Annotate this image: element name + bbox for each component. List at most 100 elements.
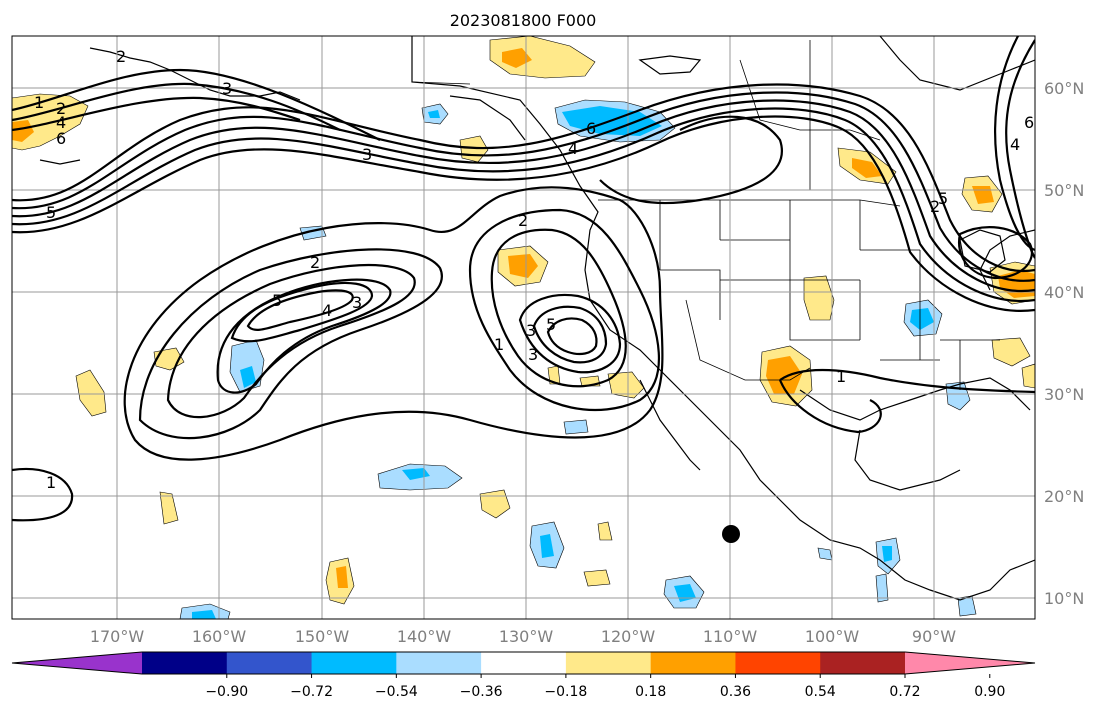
contour-label: 3: [222, 79, 232, 98]
contour-label: 4: [568, 139, 578, 158]
lon-label-160w: 160°W: [192, 627, 247, 646]
shade-region: [583, 569, 611, 587]
colorbar-tick-label: −0.18: [544, 684, 587, 700]
contour-label: 5: [272, 291, 282, 310]
shade-region: [192, 610, 216, 619]
shade-region: [817, 547, 833, 561]
shade-region: [508, 254, 538, 278]
contour-line: [12, 99, 1035, 293]
contour-label: 4: [322, 301, 332, 320]
colorbar-tick-label: 0.54: [805, 684, 836, 700]
contour-line: [12, 468, 74, 522]
contour-label: 1: [836, 367, 846, 386]
lon-label-170w: 170°W: [90, 627, 145, 646]
colorbar-tick-label: 0.18: [635, 684, 666, 700]
lat-label-60n: 60°N: [1044, 79, 1084, 98]
location-marker: [722, 525, 740, 543]
contour-line: [546, 317, 598, 356]
map-panel: 1 2 3 4 5 6 2 3 4 5 2 3 5 1 2 3 6 4 1 5: [11, 35, 1036, 620]
contour-lines: [12, 36, 1035, 522]
colorbar-tick-label: 0.36: [720, 684, 751, 700]
contour-labels: 1 2 3 4 5 6 2 3 4 5 2 3 5 1 2 3 6 4 1 5: [34, 47, 1034, 492]
lon-label-130w: 130°W: [499, 627, 554, 646]
colorbar-tick-label: 0.72: [889, 684, 920, 700]
shade-region: [75, 369, 107, 417]
shade-region: [336, 566, 348, 588]
contour-label: 3: [528, 345, 538, 364]
contour-line: [123, 186, 664, 461]
contour-label: 6: [1024, 113, 1034, 132]
contour-line: [957, 226, 1033, 280]
lon-label-110w: 110°W: [703, 627, 758, 646]
lon-label-120w: 120°W: [601, 627, 656, 646]
contour-line: [994, 36, 1035, 252]
colorbar-tick-label: −0.90: [205, 684, 248, 700]
contour-label: 2: [930, 197, 940, 216]
lon-label-90w: 90°W: [912, 627, 956, 646]
contour-label: 3: [362, 145, 372, 164]
contour-line: [12, 96, 301, 132]
colorbar-extend-min: [12, 652, 142, 674]
contour-line: [779, 368, 1035, 394]
contour-label: 5: [546, 315, 556, 334]
colorbar-swatch: [142, 652, 228, 674]
lat-label-10n: 10°N: [1044, 589, 1084, 608]
colorbar-tick-label: 0.90: [974, 684, 1005, 700]
contour-label: 3: [352, 293, 362, 312]
shaded-anomalies: [12, 36, 1035, 619]
colorbar-swatch: [481, 652, 567, 674]
shade-region: [803, 275, 835, 321]
longitude-labels: 170°W 160°W 150°W 140°W 130°W 120°W 110°…: [90, 627, 956, 646]
contour-line: [778, 379, 882, 434]
contour-line: [12, 82, 341, 131]
contour-label: 3: [526, 321, 536, 340]
contour-line: [532, 305, 608, 364]
colorbar-tick-label: −0.72: [290, 684, 333, 700]
contour-label: 2: [310, 253, 320, 272]
contour-line: [518, 294, 622, 374]
contour-line: [12, 115, 1035, 312]
coastlines: [39, 36, 1035, 601]
colorbar-tick-label: −0.54: [375, 684, 418, 700]
contour-line: [490, 228, 627, 388]
contour-label: 2: [56, 99, 66, 118]
shade-region: [991, 337, 1031, 367]
lat-label-40n: 40°N: [1044, 283, 1084, 302]
shade-region: [240, 366, 256, 388]
political-borders: [411, 40, 1000, 390]
map-title: 2023081800 F000: [450, 11, 597, 30]
colorbar-swatch: [311, 652, 397, 674]
contour-line: [166, 263, 416, 419]
colorbar-swatch: [820, 652, 906, 674]
colorbar-extend-max: [905, 652, 1035, 674]
contour-label: 4: [1010, 135, 1020, 154]
colorbar-swatch: [565, 652, 652, 674]
contour-label: 4: [56, 113, 66, 132]
contour-line: [468, 208, 660, 412]
lon-label-150w: 150°W: [295, 627, 350, 646]
contour-line: [12, 107, 1035, 302]
gridlines: [12, 36, 1035, 619]
lon-label-100w: 100°W: [805, 627, 860, 646]
lon-label-140w: 140°W: [397, 627, 452, 646]
shade-region: [597, 521, 613, 541]
shade-region: [910, 308, 934, 330]
shade-region: [479, 489, 511, 519]
shade-region: [159, 491, 179, 525]
shade-region: [540, 534, 554, 558]
contour-label: 2: [116, 47, 126, 66]
colorbar-tick-label: −0.36: [460, 684, 503, 700]
shade-region: [875, 573, 889, 603]
colorbar-swatch: [650, 652, 736, 674]
contour-label: 1: [494, 335, 504, 354]
shade-region: [766, 356, 802, 394]
shade-region: [502, 48, 532, 68]
shade-region: [563, 419, 589, 435]
contour-line: [599, 115, 783, 205]
contour-label: 6: [56, 129, 66, 148]
contour-label: 5: [938, 189, 948, 208]
lat-label-30n: 30°N: [1044, 385, 1084, 404]
shade-region: [852, 158, 882, 178]
lat-label-50n: 50°N: [1044, 181, 1084, 200]
